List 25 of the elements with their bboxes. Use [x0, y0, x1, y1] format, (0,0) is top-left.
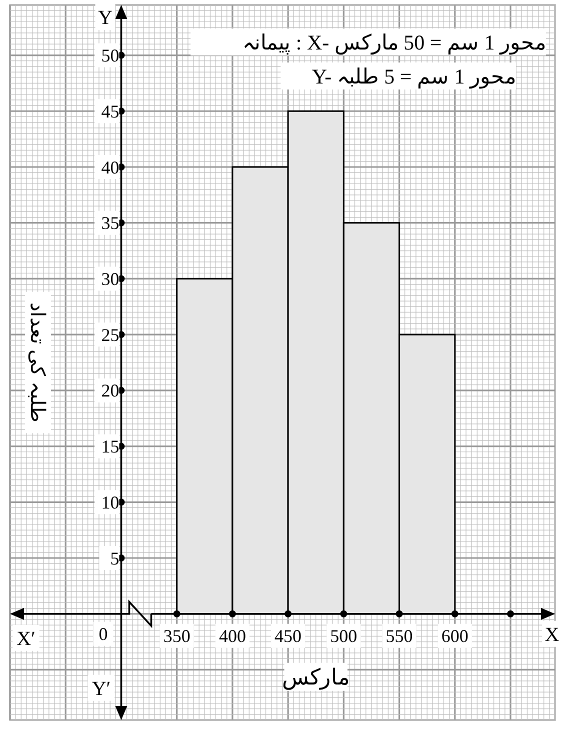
y-tick-label: 10: [101, 492, 120, 512]
annotation: 0: [98, 624, 108, 644]
y-axis-title: طلبہ کی تعداد: [26, 302, 48, 422]
x-tick-label: 350: [163, 626, 190, 646]
y-tick-label: 40: [101, 157, 120, 178]
annotation: پیمانہ : X- محور 1 سم = 50 مارکس: [242, 30, 546, 56]
annotation: X′: [16, 628, 36, 650]
x-tick-label: 400: [218, 626, 246, 646]
y-tick-label: 45: [101, 101, 120, 122]
annotation: Y: [98, 7, 112, 29]
y-tick-label: 25: [101, 324, 120, 345]
y-tick-label: 30: [101, 269, 120, 290]
y-tick-label: 50: [101, 46, 120, 66]
y-tick-label: 5: [110, 548, 120, 568]
y-tick-label: 15: [101, 436, 120, 457]
x-tick-label: 550: [386, 626, 413, 646]
annotation: Y- محور 1 سم = 5 طلبہ: [312, 64, 516, 90]
x-tick-label: 450: [274, 626, 302, 646]
annotation: Y′: [92, 678, 111, 700]
x-axis-title: مارکس: [282, 664, 350, 691]
x-tick-label: 500: [330, 626, 358, 646]
x-tick-label: 600: [441, 626, 468, 646]
annotation: X: [544, 624, 560, 646]
y-tick-label: 35: [101, 213, 120, 234]
y-tick-label: 20: [101, 380, 120, 401]
